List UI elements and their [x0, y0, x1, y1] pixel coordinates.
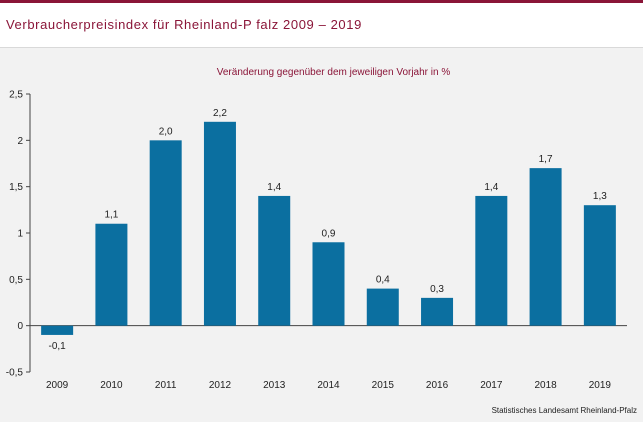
data-label: 1,4 [484, 182, 498, 193]
top-accent-rule [0, 0, 643, 3]
x-tick-label: 2018 [534, 380, 557, 391]
header: Verbraucherpreisindex für Rheinland-P fa… [0, 3, 643, 48]
data-label: 0,9 [322, 228, 336, 239]
bar [529, 168, 562, 326]
y-tick-label: 2 [17, 136, 23, 147]
y-tick-label: 1 [17, 229, 23, 240]
x-tick-label: 2013 [263, 380, 286, 391]
bar [95, 223, 128, 326]
y-tick-label: 0 [17, 321, 23, 332]
x-tick-label: 2016 [426, 380, 449, 391]
source-note: Statistisches Landesamt Rheinland-Pfalz [491, 406, 637, 415]
data-label: -0,1 [49, 341, 67, 352]
x-tick-label: 2009 [46, 380, 69, 391]
bar [312, 242, 345, 326]
bar-chart: Veränderung gegenüber dem jeweiligen Vor… [6, 67, 627, 391]
data-label: 2,0 [159, 126, 173, 137]
x-tick-label: 2017 [480, 380, 503, 391]
data-label: 1,1 [104, 210, 118, 221]
x-tick-label: 2012 [209, 380, 232, 391]
x-tick-label: 2010 [100, 380, 123, 391]
chart-subtitle: Veränderung gegenüber dem jeweiligen Vor… [217, 67, 451, 78]
bar [258, 195, 291, 326]
data-label: 0,3 [430, 284, 444, 295]
data-label: 1,7 [539, 154, 553, 165]
bar [41, 325, 74, 335]
data-label: 1,4 [267, 182, 281, 193]
bar [475, 195, 508, 326]
bar [149, 140, 182, 326]
x-tick-label: 2014 [317, 380, 340, 391]
x-tick-label: 2019 [589, 380, 612, 391]
x-tick-label: 2015 [372, 380, 395, 391]
y-tick-label: 0,5 [9, 275, 23, 286]
chart-area: Veränderung gegenüber dem jeweiligen Vor… [0, 48, 643, 422]
bar [203, 121, 236, 326]
y-tick-label: 1,5 [9, 182, 23, 193]
x-tick-label: 2011 [155, 380, 177, 391]
page-title: Verbraucherpreisindex für Rheinland-P fa… [6, 17, 362, 32]
bar [583, 205, 616, 326]
data-label: 2,2 [213, 108, 227, 119]
y-tick-label: -0,5 [6, 368, 24, 379]
bar [366, 288, 399, 326]
bar [421, 297, 454, 326]
data-label: 1,3 [593, 191, 607, 202]
data-label: 0,4 [376, 275, 390, 286]
y-tick-label: 2,5 [9, 90, 23, 101]
